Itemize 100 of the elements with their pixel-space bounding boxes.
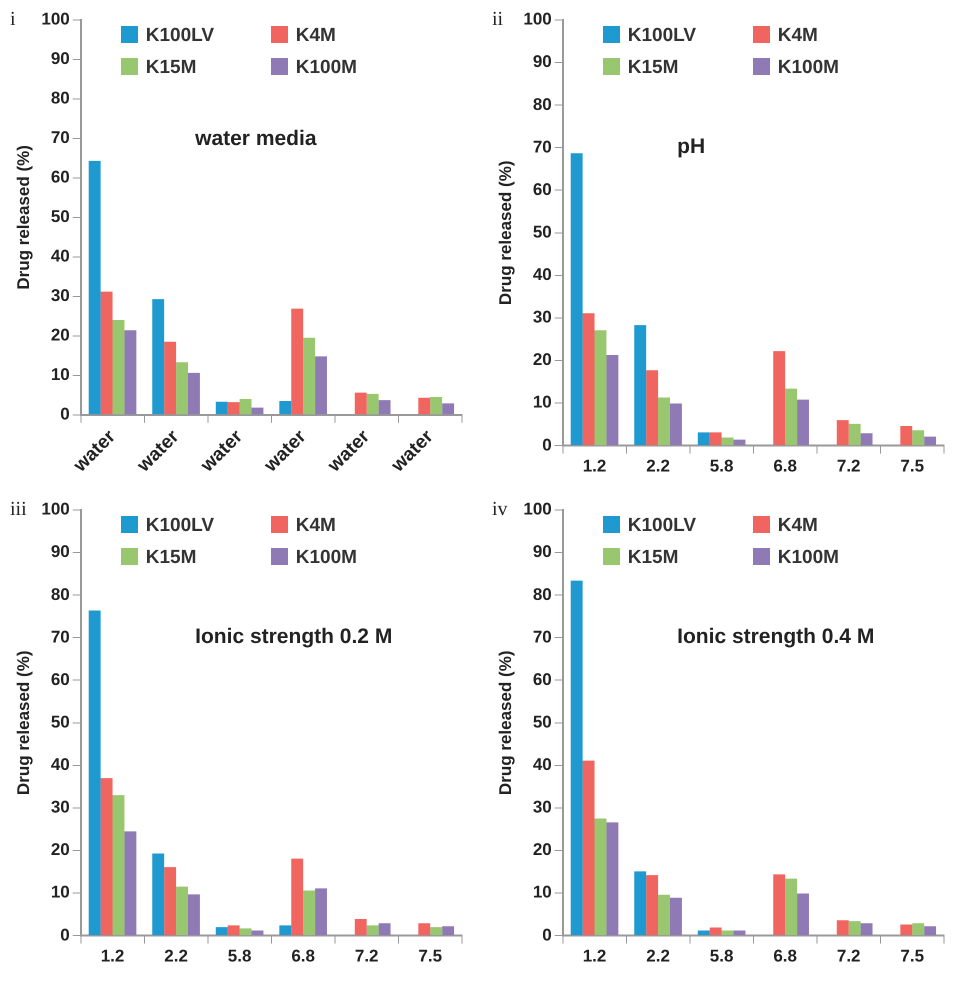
bar <box>570 153 583 446</box>
bar <box>797 893 809 936</box>
y-tick-label: 70 <box>50 128 70 148</box>
bar <box>430 927 442 936</box>
bar <box>836 420 849 446</box>
bar <box>164 867 176 936</box>
y-tick-label: 10 <box>50 882 70 902</box>
y-tick-label: 20 <box>50 840 70 860</box>
bar <box>152 853 164 936</box>
bar <box>797 400 809 446</box>
y-tick-label: 0 <box>60 925 70 944</box>
bar <box>658 894 670 936</box>
x-tick-label: 2.2 <box>646 456 670 476</box>
legend-label: K100M <box>776 57 840 79</box>
y-tick-label: 80 <box>532 94 552 114</box>
bar <box>900 924 912 936</box>
bar <box>100 778 113 936</box>
legend-label: K100LV <box>626 515 698 537</box>
x-tick-label: 2.2 <box>646 946 670 966</box>
x-tick-label: 6.8 <box>773 946 797 966</box>
x-tick-label: 1.2 <box>582 946 606 966</box>
y-tick-label: 30 <box>532 308 552 327</box>
y-tick-label: 80 <box>50 584 70 604</box>
y-tick-label: 10 <box>50 364 70 384</box>
bar <box>303 338 316 414</box>
bar <box>216 927 228 936</box>
bar <box>112 320 124 414</box>
chart-title: iii <box>10 498 27 521</box>
y-tick-label: 100 <box>523 500 552 519</box>
y-tick-label: 40 <box>532 265 552 284</box>
bar <box>176 362 188 414</box>
legend-label: K4M <box>776 515 819 537</box>
bar <box>912 430 924 446</box>
legend-label: K15M <box>144 547 198 569</box>
bar <box>112 795 124 936</box>
bar <box>658 398 670 446</box>
bar <box>188 372 200 414</box>
bar <box>773 351 786 446</box>
y-tick-label: 0 <box>542 925 552 944</box>
bar <box>252 408 264 414</box>
x-tick-label: 5.8 <box>228 946 252 966</box>
bar <box>88 610 101 936</box>
bar <box>785 878 798 936</box>
bar <box>354 919 367 936</box>
bar <box>594 330 606 446</box>
x-tick-label: 7.5 <box>900 946 924 966</box>
y-tick-label: 40 <box>50 246 70 266</box>
chart-title: iv <box>492 498 508 521</box>
legend-label: K15M <box>626 547 680 569</box>
y-tick-label: 80 <box>50 88 70 108</box>
annotation: Ionic strength 0.4 M <box>677 624 874 649</box>
y-tick-label: 0 <box>542 435 552 454</box>
y-tick-label: 50 <box>532 222 552 242</box>
bar <box>634 871 646 936</box>
y-tick-label: 100 <box>41 10 70 29</box>
bar <box>124 831 136 936</box>
y-tick-label: 40 <box>532 755 552 774</box>
bar <box>570 580 583 936</box>
x-tick-label: 7.5 <box>900 456 924 476</box>
y-tick-label: 30 <box>50 286 70 306</box>
y-tick-label: 20 <box>532 840 552 860</box>
bar <box>670 403 682 446</box>
bar <box>785 388 798 446</box>
y-tick-label: 50 <box>532 712 552 732</box>
y-tick-label: 30 <box>50 798 70 817</box>
x-tick-label: 7.2 <box>836 946 861 966</box>
y-tick-label: 0 <box>60 404 70 424</box>
y-axis-title: Drug released (%) <box>14 145 33 290</box>
annotation: Ionic strength 0.2 M <box>195 624 392 649</box>
bar <box>315 888 327 936</box>
y-tick-label: 50 <box>50 207 70 226</box>
annotation: pH <box>677 134 706 159</box>
bar <box>698 930 710 936</box>
bar <box>291 858 304 936</box>
bar <box>606 354 618 446</box>
bar <box>670 898 682 936</box>
bar <box>442 403 454 414</box>
bar <box>606 822 618 936</box>
y-tick-label: 70 <box>532 137 552 156</box>
y-axis-title: Drug released (%) <box>496 160 515 306</box>
chart-title: ii <box>492 8 504 31</box>
x-tick-label: 1.2 <box>100 946 124 966</box>
bar <box>366 394 379 414</box>
bar <box>188 894 200 936</box>
legend-label: K4M <box>294 515 337 537</box>
bar <box>430 397 442 414</box>
legend-label: K15M <box>144 57 198 79</box>
x-tick-label: 5.8 <box>710 946 734 966</box>
x-tick-label: 6.8 <box>291 946 315 966</box>
y-tick-label: 70 <box>532 627 552 646</box>
bar <box>900 426 912 446</box>
y-tick-label: 100 <box>523 10 552 29</box>
bar <box>734 930 746 936</box>
legend-label: K15M <box>626 57 680 79</box>
bar <box>698 432 710 446</box>
bar <box>152 299 164 414</box>
y-tick-label: 20 <box>50 326 70 345</box>
bar <box>418 398 430 414</box>
legend-label: K4M <box>776 25 819 47</box>
y-tick-label: 60 <box>532 180 552 199</box>
